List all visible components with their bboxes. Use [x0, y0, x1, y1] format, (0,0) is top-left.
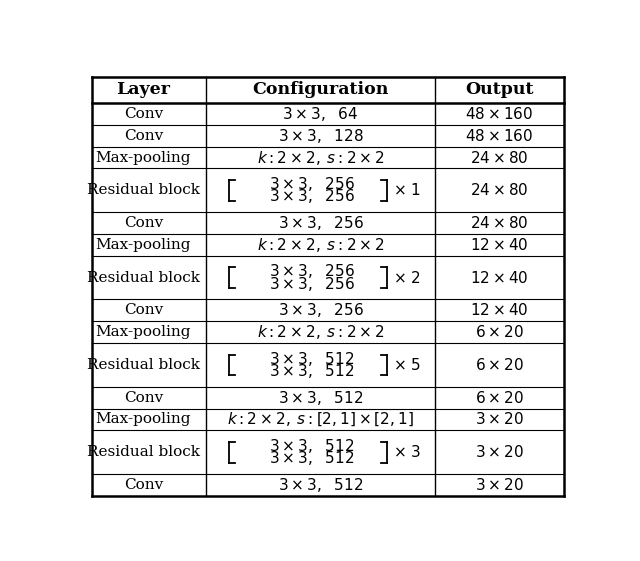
- Text: Residual block: Residual block: [87, 358, 200, 372]
- Text: $3 \times 3,\ \ 512$: $3 \times 3,\ \ 512$: [269, 437, 355, 455]
- Text: $3 \times 3,\ \ 512$: $3 \times 3,\ \ 512$: [269, 362, 355, 380]
- Text: $24 \times 80$: $24 \times 80$: [470, 215, 529, 231]
- Text: Residual block: Residual block: [87, 183, 200, 197]
- Text: Max-pooling: Max-pooling: [96, 325, 191, 339]
- Text: $6 \times 20$: $6 \times 20$: [475, 324, 524, 340]
- Text: $3 \times 3,\ \ 512$: $3 \times 3,\ \ 512$: [278, 476, 364, 494]
- Text: Conv: Conv: [124, 107, 163, 121]
- Text: Conv: Conv: [124, 390, 163, 404]
- Text: $\times\ 2$: $\times\ 2$: [394, 270, 421, 286]
- Text: $3 \times 3,\ \ 256$: $3 \times 3,\ \ 256$: [269, 275, 355, 293]
- Text: $\times\ 5$: $\times\ 5$: [394, 357, 421, 373]
- Text: Configuration: Configuration: [252, 81, 388, 98]
- Text: $3 \times 3,\ \ 256$: $3 \times 3,\ \ 256$: [278, 214, 364, 232]
- Text: $3 \times 3,\ \ 512$: $3 \times 3,\ \ 512$: [269, 449, 355, 467]
- Text: $3 \times 20$: $3 \times 20$: [475, 477, 524, 493]
- Text: Layer: Layer: [116, 81, 170, 98]
- Text: Conv: Conv: [124, 304, 163, 318]
- Text: $6 \times 20$: $6 \times 20$: [475, 390, 524, 406]
- Text: $\times\ 1$: $\times\ 1$: [394, 182, 421, 198]
- Text: $3 \times 3,\ \ 512$: $3 \times 3,\ \ 512$: [278, 389, 364, 407]
- Text: Residual block: Residual block: [87, 270, 200, 284]
- Text: $12 \times 40$: $12 \times 40$: [470, 302, 529, 318]
- Text: $3 \times 20$: $3 \times 20$: [475, 411, 524, 427]
- Text: $3 \times 3,\ \ 256$: $3 \times 3,\ \ 256$: [269, 175, 355, 193]
- Text: $k : 2 \times 2,\; s : 2 \times 2$: $k : 2 \times 2,\; s : 2 \times 2$: [257, 149, 385, 167]
- Text: $k : 2 \times 2,\; s : 2 \times 2$: $k : 2 \times 2,\; s : 2 \times 2$: [257, 323, 385, 341]
- Text: $3 \times 3,\ \ 256$: $3 \times 3,\ \ 256$: [269, 263, 355, 280]
- Text: Conv: Conv: [124, 216, 163, 230]
- Text: $24 \times 80$: $24 \times 80$: [470, 182, 529, 198]
- Text: $k : 2 \times 2,\; s : 2 \times 2$: $k : 2 \times 2,\; s : 2 \times 2$: [257, 236, 385, 254]
- Text: $3 \times 3,\ \ 512$: $3 \times 3,\ \ 512$: [269, 350, 355, 368]
- Text: Output: Output: [465, 81, 533, 98]
- Text: $3 \times 3,\ \ 256$: $3 \times 3,\ \ 256$: [269, 187, 355, 205]
- Text: $3 \times 20$: $3 \times 20$: [475, 444, 524, 460]
- Text: $48 \times 160$: $48 \times 160$: [465, 106, 533, 122]
- Text: $3 \times 3,\ \ 64$: $3 \times 3,\ \ 64$: [282, 105, 359, 123]
- Text: Max-pooling: Max-pooling: [96, 150, 191, 164]
- Text: $48 \times 160$: $48 \times 160$: [465, 128, 533, 144]
- Text: $12 \times 40$: $12 \times 40$: [470, 270, 529, 286]
- Text: $3 \times 3,\ \ 256$: $3 \times 3,\ \ 256$: [278, 301, 364, 319]
- Text: $\times\ 3$: $\times\ 3$: [393, 444, 422, 460]
- Text: Max-pooling: Max-pooling: [96, 238, 191, 252]
- Text: $3 \times 3,\ \ 128$: $3 \times 3,\ \ 128$: [278, 127, 364, 145]
- Text: Conv: Conv: [124, 478, 163, 492]
- Text: $k : 2 \times 2,\; s : [2, 1] \times [2, 1]$: $k : 2 \times 2,\; s : [2, 1] \times [2,…: [227, 411, 414, 428]
- Text: $12 \times 40$: $12 \times 40$: [470, 237, 529, 253]
- Text: $24 \times 80$: $24 \times 80$: [470, 150, 529, 165]
- Text: Conv: Conv: [124, 128, 163, 142]
- Text: $6 \times 20$: $6 \times 20$: [475, 357, 524, 373]
- Text: Max-pooling: Max-pooling: [96, 412, 191, 426]
- Text: Residual block: Residual block: [87, 445, 200, 459]
